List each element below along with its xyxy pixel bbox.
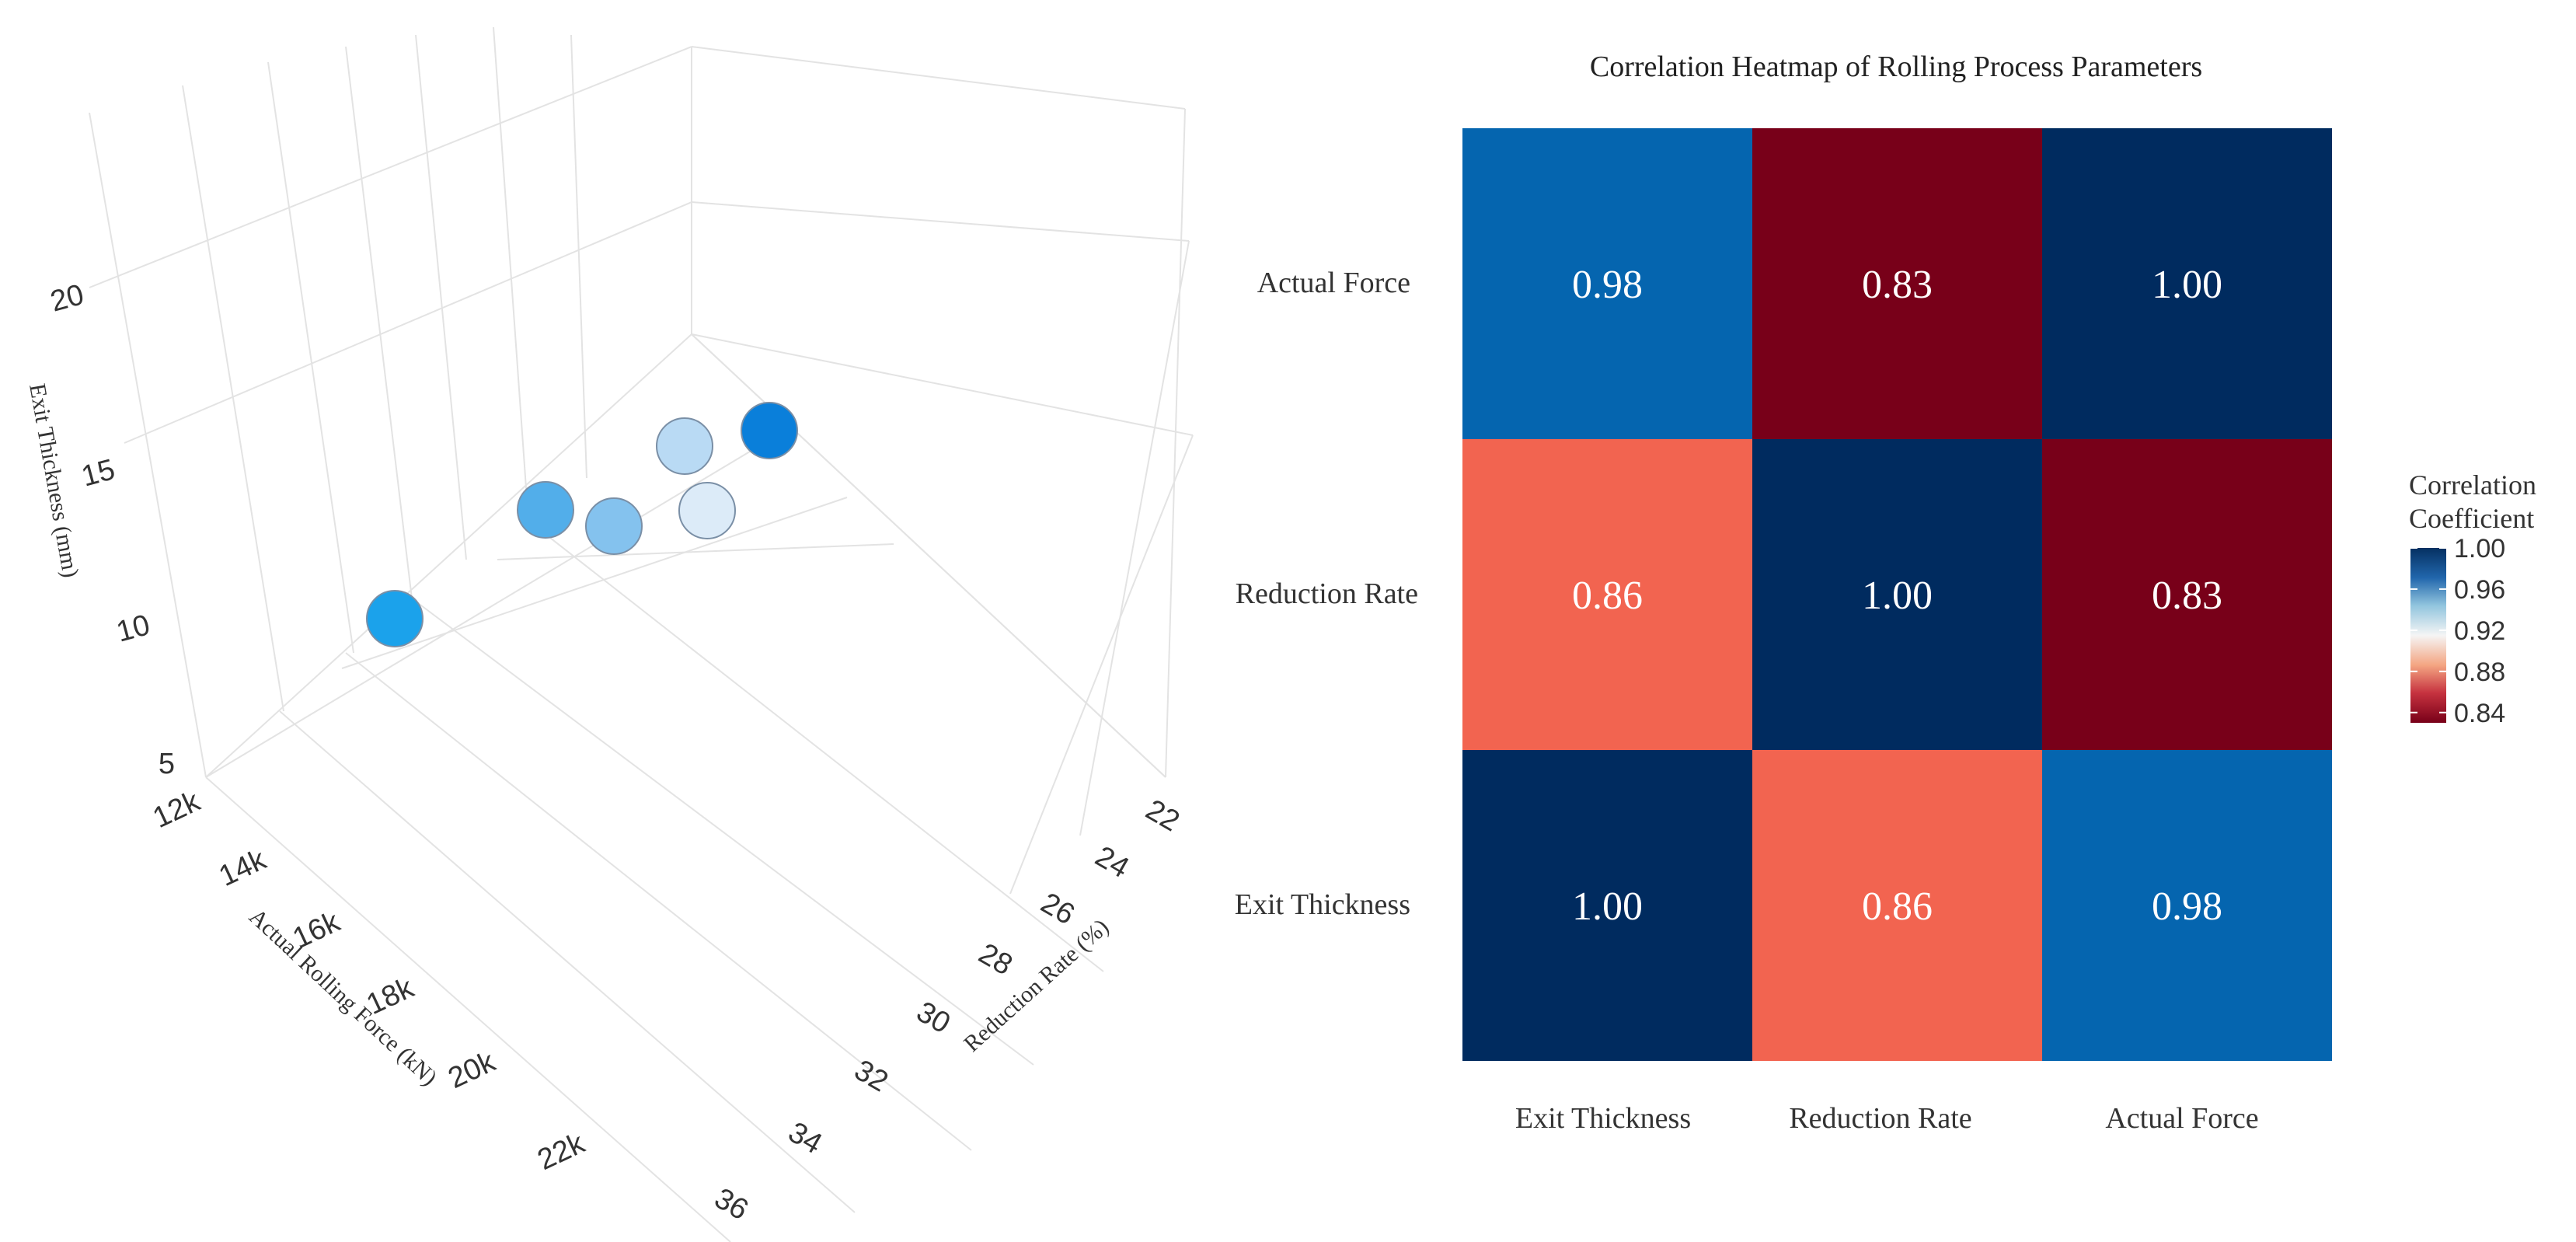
column-label: Actual Force (2105, 1102, 2258, 1135)
grid-line (205, 333, 692, 778)
grid-line (691, 333, 1194, 436)
grid-line (528, 520, 1104, 972)
y-tick: 32 (849, 1054, 894, 1099)
y-tick: 22 (1140, 794, 1185, 839)
grid-line (341, 497, 848, 669)
grid-line (570, 34, 587, 479)
heatmap-cell[interactable] (1462, 750, 1752, 1061)
heatmap-cell-value: 0.86 (1862, 884, 1933, 929)
grid-line (89, 112, 207, 778)
heatmap-title: Correlation Heatmap of Rolling Process P… (1590, 51, 2202, 83)
y-tick: 28 (973, 937, 1018, 982)
row-label: Exit Thickness (1235, 888, 1410, 921)
legend-tick-label: 0.92 (2454, 616, 2505, 646)
legend-title-line2: Coefficient (2409, 503, 2534, 534)
grid-line (415, 34, 467, 560)
grid-line (691, 333, 1166, 778)
z-tick: 10 (113, 609, 154, 649)
grid-line (497, 543, 894, 560)
heatmap-cell-value: 0.98 (2152, 884, 2222, 929)
y-tick: 34 (783, 1116, 828, 1161)
legend: Correlation Coefficient 1.00 0.96 0.92 0.88… (2409, 469, 2536, 728)
grid-line (267, 61, 354, 654)
grid-line (691, 201, 1190, 242)
scatter3d-grid (89, 26, 1194, 1242)
x-tick: 14k (214, 843, 272, 893)
z-tick: 5 (159, 748, 175, 780)
row-label: Actual Force (1257, 267, 1410, 299)
grid-line (89, 46, 692, 288)
heatmap-cell[interactable] (2042, 439, 2332, 750)
heatmap-cell-value: 1.00 (2152, 263, 2222, 307)
grid-line (345, 46, 413, 599)
scatter-point[interactable] (741, 402, 798, 459)
y-tick: 24 (1089, 840, 1135, 885)
grid-line (182, 85, 284, 712)
grid-line (205, 776, 731, 1242)
z-axis-ticks: 20 15 10 5 (47, 278, 175, 780)
z-tick: 15 (78, 453, 119, 494)
x-axis-ticks: 12k 14k 16k 18k 20k 22k (148, 785, 591, 1177)
grid-line (1165, 108, 1186, 778)
scatter-points[interactable] (366, 402, 798, 647)
legend-tick-label: 0.88 (2454, 658, 2505, 687)
scatter-point[interactable] (585, 497, 643, 555)
heatmap-chart[interactable]: Correlation Heatmap of Rolling Process P… (1235, 51, 2536, 1135)
grid-line (124, 201, 692, 444)
legend-tick-label: 0.96 (2454, 575, 2505, 605)
legend-ticks: 1.00 0.96 0.92 0.88 0.84 (2410, 534, 2505, 728)
heatmap-cell-value: 1.00 (1862, 574, 1933, 618)
row-label: Reduction Rate (1236, 577, 1418, 610)
heatmap-cell[interactable] (1752, 439, 2042, 750)
x-tick: 12k (148, 785, 206, 835)
grid-line (279, 710, 856, 1213)
heatmap-cell[interactable] (1462, 128, 1752, 439)
scatter3d-chart[interactable]: 20 15 10 5 Exit Thickness (mm) 12k 14k 1… (24, 26, 1194, 1242)
legend-tick-label: 0.84 (2454, 699, 2505, 728)
scatter-point[interactable] (517, 481, 574, 539)
grid-line (691, 46, 1186, 110)
heatmap-cell[interactable] (2042, 750, 2332, 1061)
x-tick: 20k (444, 1045, 501, 1095)
grid-line (493, 26, 529, 522)
legend-title-line1: Correlation (2409, 469, 2536, 501)
scatter-point[interactable] (678, 482, 736, 539)
y-tick: 36 (709, 1182, 754, 1227)
scatter-point[interactable] (656, 417, 713, 475)
y-tick: 26 (1035, 887, 1080, 932)
heatmap-cell-value: 0.86 (1572, 574, 1643, 618)
y-axis-ticks: 22 24 26 28 30 32 34 36 (709, 794, 1185, 1227)
z-axis-label: Exit Thickness (mm) (24, 382, 83, 580)
column-label: Exit Thickness (1515, 1102, 1691, 1135)
heatmap-cell[interactable] (2042, 128, 2332, 439)
heatmap-cell[interactable] (1752, 128, 2042, 439)
grid-line (205, 434, 778, 778)
column-label: Reduction Rate (1789, 1102, 1971, 1135)
heatmap-cell[interactable] (1462, 439, 1752, 750)
heatmap-cell-value: 0.83 (1862, 263, 1933, 307)
heatmap-cell-value: 0.83 (2152, 574, 2222, 618)
scatter-point[interactable] (366, 590, 424, 647)
legend-tick-label: 1.00 (2454, 534, 2505, 563)
heatmap-cell-value: 0.98 (1572, 263, 1643, 307)
grid-line (411, 598, 1034, 1066)
grid-line (345, 652, 972, 1151)
legend-colorbar (2410, 548, 2446, 723)
z-tick: 20 (47, 278, 88, 319)
y-axis-label: Reduction Rate (%) (959, 914, 1114, 1057)
grid-line (1079, 240, 1190, 836)
heatmap-cell[interactable] (1752, 750, 2042, 1061)
heatmap-cell-value: 1.00 (1572, 884, 1643, 929)
heatmap-cells[interactable]: 0.98 0.83 1.00 0.86 1.00 0.83 1.00 0.86 0.98 (1462, 128, 2332, 1061)
grid-line (1009, 434, 1194, 895)
x-tick: 22k (533, 1127, 591, 1177)
